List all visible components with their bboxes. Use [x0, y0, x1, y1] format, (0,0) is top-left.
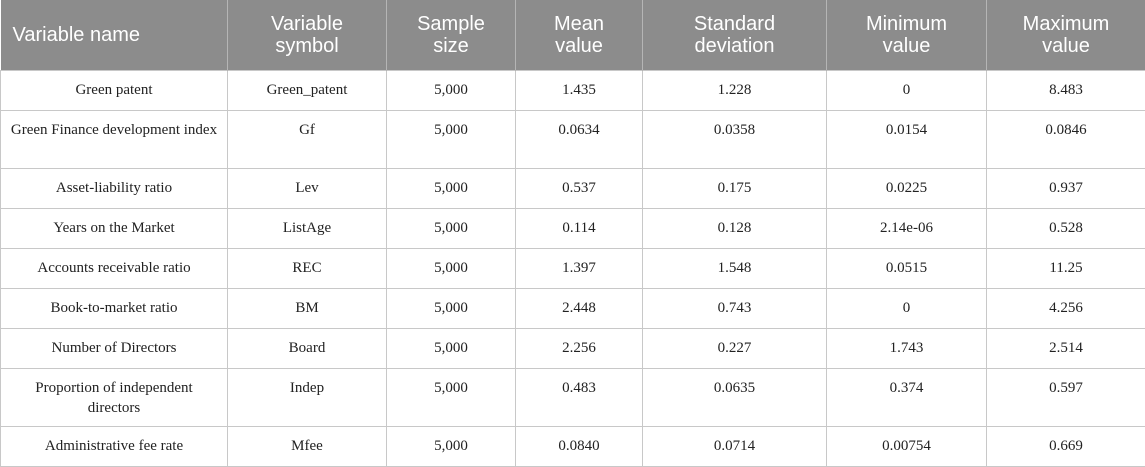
table-cell: Number of Directors — [1, 329, 228, 369]
column-header: Variable symbol — [228, 0, 387, 71]
column-header-text: Variable name — [13, 24, 140, 46]
table-cell: 4.256 — [987, 289, 1145, 329]
column-header: Sample size — [387, 0, 516, 71]
table-cell: 0.0358 — [643, 111, 827, 169]
column-header-text: Maximum value — [1019, 13, 1113, 57]
table-cell: 1.743 — [827, 329, 987, 369]
table-cell: 0.128 — [643, 209, 827, 249]
table-cell: Mfee — [228, 427, 387, 467]
column-header: Mean value — [516, 0, 643, 71]
column-header-text: Sample size — [404, 13, 498, 57]
table-cell: 0.0714 — [643, 427, 827, 467]
column-header: Minimum value — [827, 0, 987, 71]
table-cell: 5,000 — [387, 369, 516, 427]
table-cell: 0.374 — [827, 369, 987, 427]
table-cell: 0.937 — [987, 169, 1145, 209]
table-cell: Proportion of independent directors — [1, 369, 228, 427]
table-cell: 0.537 — [516, 169, 643, 209]
table-cell: 11.25 — [987, 249, 1145, 289]
table-cell: 0.00754 — [827, 427, 987, 467]
table-cell: Asset-liability ratio — [1, 169, 228, 209]
column-header-text: Mean value — [532, 13, 626, 57]
column-header-text: Variable symbol — [260, 13, 354, 57]
table-cell: 1.435 — [516, 71, 643, 111]
table-cell: 5,000 — [387, 169, 516, 209]
table-cell: Gf — [228, 111, 387, 169]
table-cell: Accounts receivable ratio — [1, 249, 228, 289]
table-cell: BM — [228, 289, 387, 329]
table-cell: 0.0840 — [516, 427, 643, 467]
table-cell: 2.514 — [987, 329, 1145, 369]
table-cell: Years on the Market — [1, 209, 228, 249]
table-cell: 0.669 — [987, 427, 1145, 467]
column-header: Variable name — [1, 0, 228, 71]
table-cell: 5,000 — [387, 249, 516, 289]
column-header-text: Minimum value — [860, 13, 954, 57]
table-cell: 0.597 — [987, 369, 1145, 427]
table-cell: REC — [228, 249, 387, 289]
table-cell: 1.397 — [516, 249, 643, 289]
table-header: Variable name Variable symbol Sample size M… — [1, 0, 1145, 71]
table-cell: 0.0635 — [643, 369, 827, 427]
table-cell: 1.228 — [643, 71, 827, 111]
table-cell: 0.0515 — [827, 249, 987, 289]
table-cell: 2.448 — [516, 289, 643, 329]
table-cell: 0.114 — [516, 209, 643, 249]
table-cell: 0.0634 — [516, 111, 643, 169]
table-cell: 0.528 — [987, 209, 1145, 249]
table-cell: Administrative fee rate — [1, 427, 228, 467]
table-cell: Green_patent — [228, 71, 387, 111]
table-cell: 8.483 — [987, 71, 1145, 111]
table-cell: 2.14e-06 — [827, 209, 987, 249]
table-cell: 0 — [827, 71, 987, 111]
table-cell: Book-to-market ratio — [1, 289, 228, 329]
table-cell: 0.227 — [643, 329, 827, 369]
table-cell: Board — [228, 329, 387, 369]
table-cell: 5,000 — [387, 209, 516, 249]
table-cell: 2.256 — [516, 329, 643, 369]
header-row: Variable name Variable symbol Sample size M… — [1, 0, 1145, 71]
column-header: Maximum value — [987, 0, 1145, 71]
table-cell: Green patent — [1, 71, 228, 111]
table-cell: 0.483 — [516, 369, 643, 427]
column-header-text: Standard deviation — [688, 13, 782, 57]
table-cell: Indep — [228, 369, 387, 427]
table-cell: Lev — [228, 169, 387, 209]
table-cell: 0.0225 — [827, 169, 987, 209]
table-cell: 5,000 — [387, 71, 516, 111]
table-cell: 5,000 — [387, 427, 516, 467]
table-cell: 0.175 — [643, 169, 827, 209]
table-cell: 5,000 — [387, 289, 516, 329]
table-cell: 0.743 — [643, 289, 827, 329]
table-cell: 0.0846 — [987, 111, 1145, 169]
table-cell: 0.0154 — [827, 111, 987, 169]
column-header: Standard deviation — [643, 0, 827, 71]
table-cell: Green Finance development index — [1, 111, 228, 169]
table-cell: 5,000 — [387, 111, 516, 169]
table-cell: 5,000 — [387, 329, 516, 369]
table-cell: ListAge — [228, 209, 387, 249]
table-cell: 0 — [827, 289, 987, 329]
table-cell: 1.548 — [643, 249, 827, 289]
